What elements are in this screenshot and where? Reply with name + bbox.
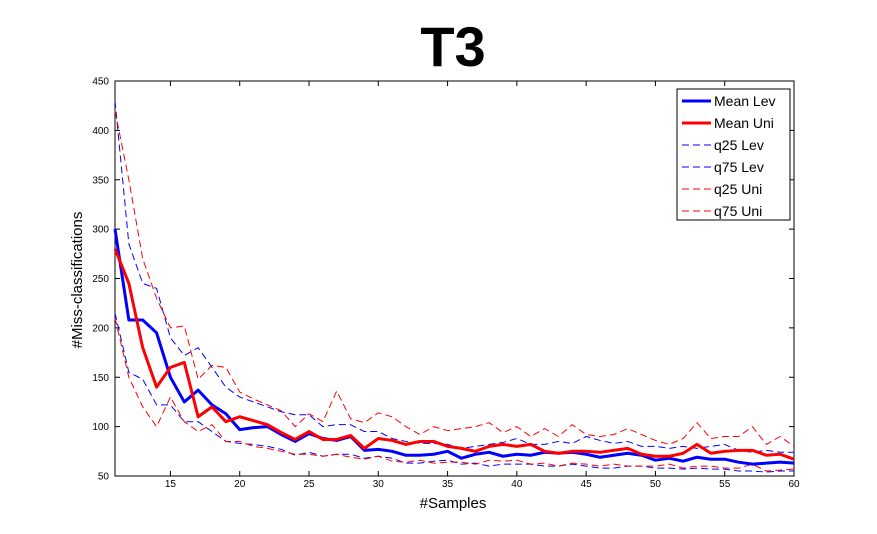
x-tick-label: 50 [650,479,662,490]
x-tick-label: 40 [511,479,523,490]
x-tick-label: 55 [719,479,731,490]
y-axis-label: #Miss-classifications [69,212,86,349]
x-tick-label: 20 [234,479,246,490]
y-tick-label: 400 [92,126,109,137]
y-tick-label: 450 [92,77,109,88]
x-tick-label: 60 [788,479,800,490]
axis-ticks: 15 20 25 30 35 40 45 50 55 60 50 100 150 200 250 300 350… [92,77,800,491]
x-tick-label: 35 [442,479,454,490]
series-line-q75-uni [114,110,795,447]
chart-title: T3 [420,15,485,78]
y-tick-label: 250 [92,274,109,285]
y-tick-label: 100 [92,422,109,433]
x-tick-label: 30 [373,479,385,490]
series-line-mean-uni [113,248,795,461]
y-tick-label: 150 [92,373,109,384]
legend-label: q25 Lev [714,137,764,153]
x-tick-label: 25 [303,479,315,490]
legend-label: q75 Uni [714,203,762,219]
y-tick-label: 50 [98,472,110,483]
y-tick-label: 300 [92,225,109,236]
legend-label: q25 Uni [714,181,762,197]
series-lines [113,100,795,473]
series-line-q25-uni [114,317,795,472]
x-tick-label: 15 [165,479,177,490]
y-tick-label: 200 [92,323,109,334]
y-tick-label: 350 [92,175,109,186]
series-line-mean-lev [113,228,795,466]
x-tick-label: 45 [581,479,593,490]
legend-box [676,88,791,221]
series-line-q75-lev [114,100,794,453]
legend-label: Mean Lev [714,93,775,109]
legend: Mean Lev Mean Uni q25 Lev q75 Lev q25 Uni q75… [676,88,791,221]
x-axis-label: #Samples [420,495,487,512]
legend-label: q75 Lev [714,159,764,175]
legend-label: Mean Uni [714,115,774,131]
